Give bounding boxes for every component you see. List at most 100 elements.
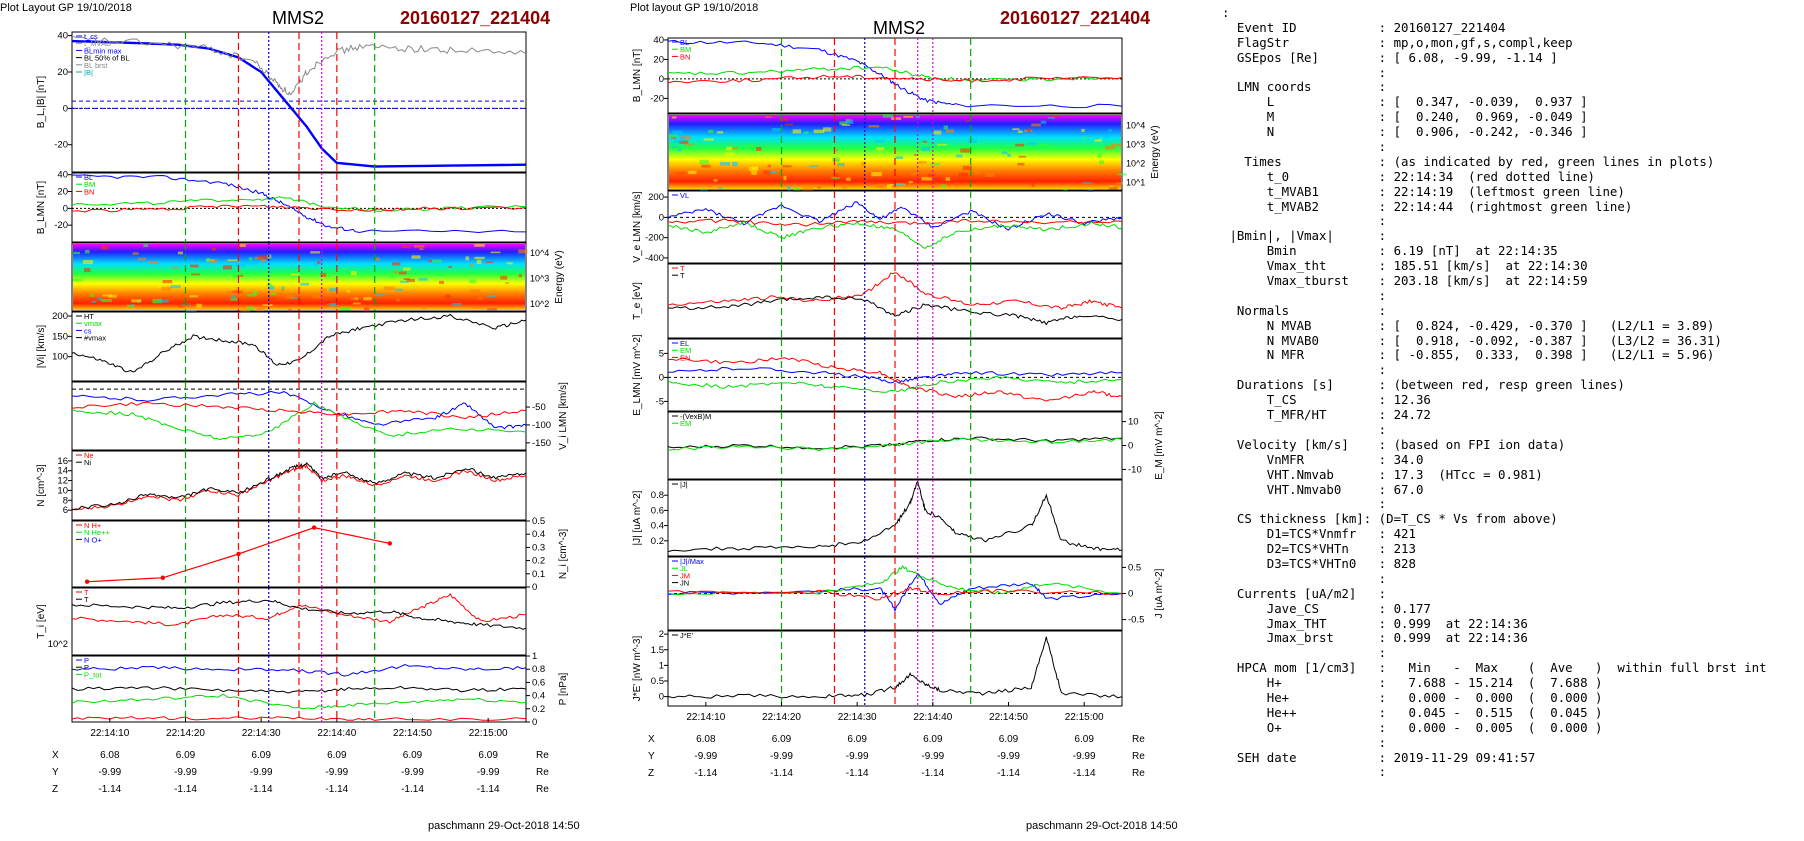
spectrogram-speck [202,301,208,304]
y-axis-label: T_i [eV] [36,604,47,639]
summary-line: : [1222,734,1387,750]
spectrogram-speck [235,274,244,277]
spectrogram-speck [679,136,685,142]
series-line-VN [71,401,527,420]
summary-line: Vmax_tht : 185.51 [km/s] at 22:14:30 [1222,258,1588,274]
spectrogram-speck [915,115,920,118]
series-line-T-black [71,599,527,630]
legend-entry: T [680,271,685,280]
spectrogram-speck [1094,137,1099,140]
spectrogram-speck [765,116,772,118]
summary-line: He+ : 0.000 - 0.000 ( 0.000 ) [1222,689,1603,705]
position-value: -1.14 [174,784,197,795]
legend-entry: BLmin max [84,46,122,55]
y-tick-label: -200 [645,233,664,244]
position-value: 6.09 [847,734,867,745]
spectrogram-speck [1047,117,1056,119]
summary-line: t_MVAB2 : 22:14:44 (rightmost green line… [1222,198,1633,214]
spectrogram-speck [490,251,501,254]
position-value: -1.14 [98,784,121,795]
y-tick-label: 16 [57,456,68,467]
series-line-JN [667,586,1123,601]
event-summary-text: : Event ID : 20160127_221404 FlagStr : m… [1222,5,1802,780]
spectrogram-speck [1039,143,1050,147]
y-tick-label: -20 [650,93,664,104]
spectrogram-speck [191,273,200,276]
spectrogram-speck [477,297,483,300]
legend-entry: Ni [84,458,91,467]
y-tick-label: 2 [659,629,664,640]
legend-entry: BL 50% of BL [84,54,130,63]
spectrogram-speck [72,278,83,282]
summary-line: H+ : 7.688 - 15.214 ( 7.688 ) [1222,675,1603,691]
position-value: -9.99 [174,767,197,778]
series-line-Ni [71,462,527,511]
y-axis-label: N [cm^-3] [36,464,47,507]
panel-R7: 0.8 0.6 0.4 0.2 |J| [uA m^-2] |J| [632,479,1123,557]
spectrogram-speck [675,172,686,174]
data-point [311,525,317,530]
spectrogram-speck [102,294,112,297]
spectrogram-speck [673,139,681,144]
series-line-Ne [71,463,527,511]
y-axis-label: P [nPa] [558,672,569,705]
spectrogram-speck [910,172,919,176]
y-tick-label: -50 [532,402,546,413]
spectrogram-speck [1111,143,1122,147]
spectrogram-speck [921,176,933,181]
spectrogram-speck [418,277,428,281]
spectrogram-speck [945,129,955,133]
spectrogram-speck [1015,143,1025,147]
position-value: 6.09 [176,750,196,761]
spectrogram-speck [891,117,902,120]
spectrogram-speck [351,297,357,300]
spectrogram-speck [469,279,476,284]
spectrogram-speck [247,261,259,265]
spectrogram-speck [171,266,179,269]
spectrogram-speck [240,308,251,313]
spectrogram-speck [943,125,948,130]
summary-line: D3=TCS*VHTn0 : 828 [1222,555,1416,571]
spectrogram-speck [1001,151,1008,155]
position-value: -1.14 [401,784,424,795]
y-tick-label: 0.6 [651,505,664,516]
spectrogram-speck [262,304,273,306]
spectrogram-speck [350,271,357,276]
spectrogram-speck [267,283,273,287]
spectrogram-speck [763,170,772,175]
position-value: -1.14 [694,768,717,779]
spectrogram-speck [874,140,885,143]
position-unit: Re [536,767,549,778]
y-tick-label: 0.5 [1128,562,1141,573]
x-tick-label: 22:14:40 [317,728,356,739]
spectrogram-speck [162,279,173,284]
summary-line: : [1222,570,1387,586]
spectrogram-speck [779,118,789,121]
spectrogram-speck [925,143,930,146]
y-tick-label: 0 [532,582,537,593]
legend-entry: P [84,656,89,665]
spectrogram-speck [419,248,424,251]
spectrogram-speck [684,143,694,146]
y-tick-label: 200 [52,311,68,322]
y-tick-label: 20 [57,67,68,78]
spectrogram-speck [131,299,142,303]
spectrogram-speck [310,251,320,254]
y-axis-label: B_LMN [nT] [36,181,47,235]
spectrogram-speck [861,161,866,167]
y-axis-label: |Vi| [km/s] [36,325,47,369]
y-tick-label: 0.4 [651,521,664,532]
legend-entry: BM [680,45,691,54]
spectrogram-speck [189,295,198,298]
x-tick-label: 22:14:10 [686,712,725,723]
position-value: 6.09 [478,750,498,761]
spectrogram-speck [255,281,265,284]
spectrogram-speck [882,114,894,118]
spectrogram-speck [469,263,474,267]
legend-entry: BL [84,173,93,182]
spectrogram-speck [196,303,202,308]
legend-entry: |B| [84,68,93,77]
spectrogram-speck [792,129,802,134]
